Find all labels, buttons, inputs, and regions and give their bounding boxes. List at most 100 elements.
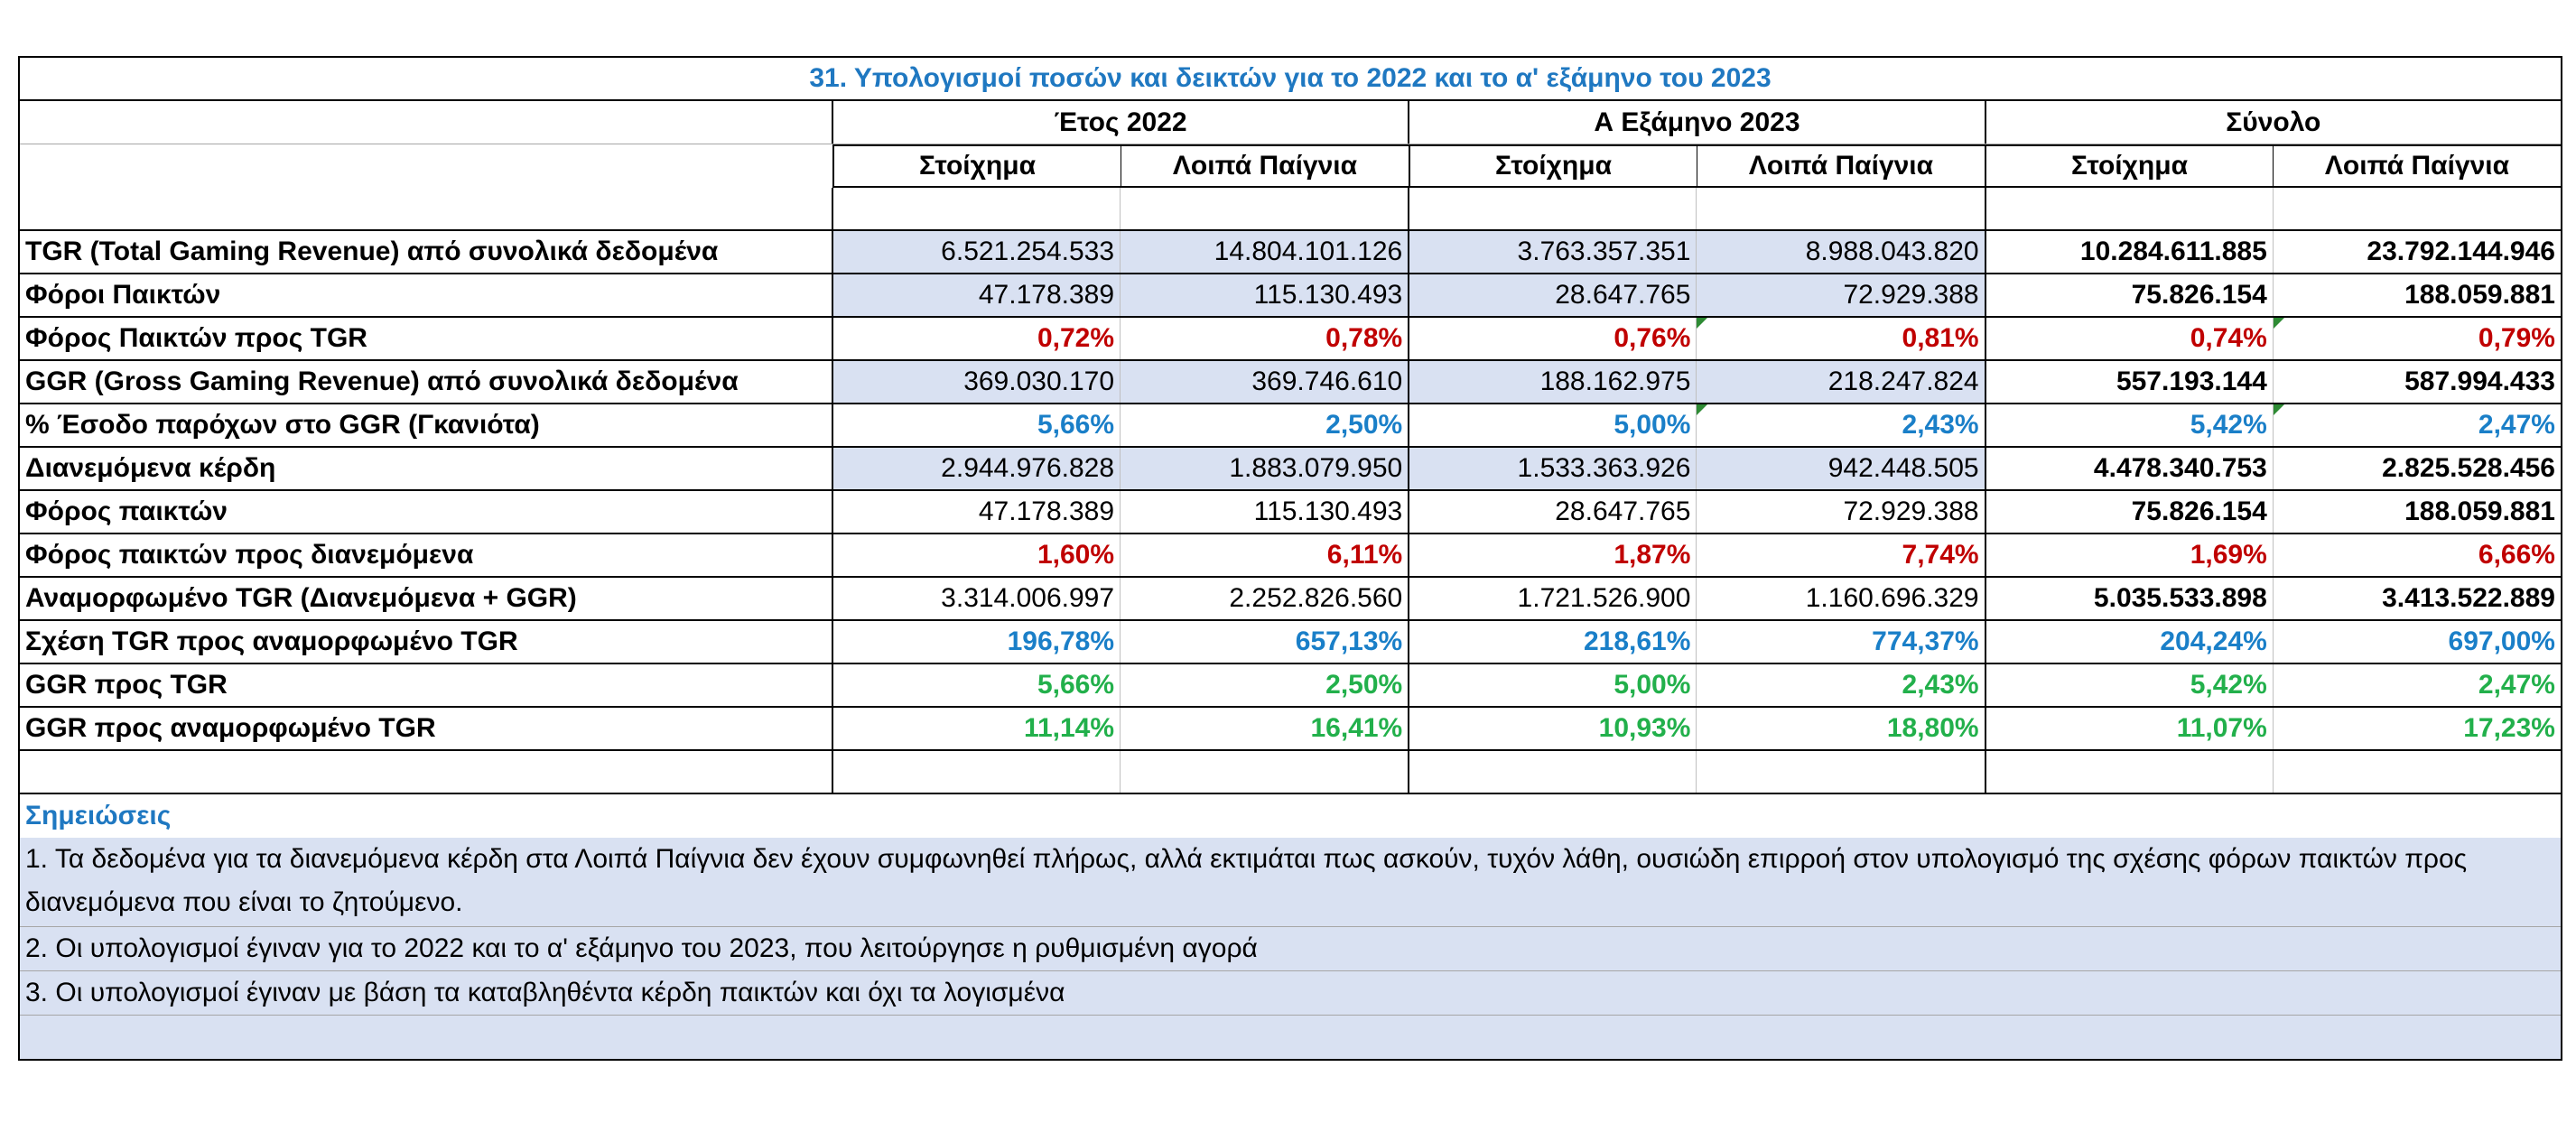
row-label[interactable]: % Έσοδο παρόχων στο GGR (Γκανιότα)	[25, 410, 540, 440]
value-cell[interactable]: 6,66%	[2272, 534, 2561, 576]
value-cell[interactable]: 697,00%	[2272, 621, 2561, 663]
value-cell[interactable]: 5.035.533.898	[1984, 578, 2273, 619]
value-cell[interactable]: 1.721.526.900	[1408, 578, 1696, 619]
note-1[interactable]: 1. Τα δεδομένα για τα διανεμόμενα κέρδη …	[25, 844, 2468, 917]
value-cell[interactable]: 18,80%	[1696, 708, 1984, 749]
value-cell[interactable]: 942.448.505	[1696, 448, 1985, 489]
value-cell[interactable]: 196,78%	[831, 621, 1120, 663]
spacer-cell[interactable]	[831, 188, 1120, 229]
spacer-cell[interactable]	[831, 751, 1120, 793]
value-cell[interactable]: 218.247.824	[1696, 361, 1985, 403]
value-cell[interactable]: 5,42%	[1984, 404, 2273, 446]
value-cell[interactable]: 204,24%	[1984, 621, 2273, 663]
value-cell[interactable]: 1.883.079.950	[1120, 448, 1409, 489]
value-cell[interactable]: 115.130.493	[1120, 491, 1408, 533]
value-cell[interactable]: 75.826.154	[1984, 274, 2273, 316]
value-cell[interactable]: 2,47%	[2272, 404, 2561, 446]
value-cell[interactable]: 5,66%	[831, 404, 1120, 446]
value-cell[interactable]: 16,41%	[1120, 708, 1408, 749]
subheader-bet[interactable]: Στοίχημα	[1409, 146, 1697, 186]
row-label[interactable]: GGR προς TGR	[25, 670, 228, 700]
value-cell[interactable]: 2,50%	[1120, 664, 1408, 706]
value-cell[interactable]: 188.059.881	[2272, 491, 2561, 533]
notes-title[interactable]: Σημειώσεις	[25, 801, 172, 830]
row-label[interactable]: Σχέση TGR προς αναμορφωμένο TGR	[25, 626, 518, 656]
value-cell[interactable]: 47.178.389	[831, 491, 1120, 533]
value-cell[interactable]: 0,76%	[1408, 318, 1696, 359]
value-cell[interactable]: 2,47%	[2272, 664, 2561, 706]
value-cell[interactable]: 8.988.043.820	[1696, 231, 1985, 273]
note-empty[interactable]	[20, 1016, 2561, 1059]
value-cell[interactable]: 4.478.340.753	[1984, 448, 2273, 489]
value-cell[interactable]: 0,79%	[2272, 318, 2561, 359]
value-cell[interactable]: 0,78%	[1120, 318, 1408, 359]
value-cell[interactable]: 188.162.975	[1408, 361, 1697, 403]
value-cell[interactable]: 587.994.433	[2272, 361, 2561, 403]
value-cell[interactable]: 47.178.389	[831, 274, 1121, 316]
value-cell[interactable]: 369.030.170	[831, 361, 1121, 403]
value-cell[interactable]: 28.647.765	[1408, 491, 1696, 533]
value-cell[interactable]: 557.193.144	[1984, 361, 2273, 403]
value-cell[interactable]: 10.284.611.885	[1984, 231, 2273, 273]
value-cell[interactable]: 2.252.826.560	[1120, 578, 1408, 619]
value-cell[interactable]: 3.314.006.997	[831, 578, 1120, 619]
spacer-cell[interactable]	[1984, 751, 2273, 793]
value-cell[interactable]: 1.160.696.329	[1696, 578, 1984, 619]
value-cell[interactable]: 3.413.522.889	[2272, 578, 2561, 619]
spacer-cell[interactable]	[1984, 188, 2273, 229]
value-cell[interactable]: 369.746.610	[1120, 361, 1409, 403]
value-cell[interactable]: 28.647.765	[1408, 274, 1697, 316]
value-cell[interactable]: 1.533.363.926	[1408, 448, 1697, 489]
value-cell[interactable]: 72.929.388	[1696, 274, 1985, 316]
value-cell[interactable]: 10,93%	[1408, 708, 1696, 749]
spacer-cell[interactable]	[20, 188, 832, 229]
value-cell[interactable]: 2,43%	[1696, 404, 1984, 446]
value-cell[interactable]: 23.792.144.946	[2272, 231, 2561, 273]
value-cell[interactable]: 5,00%	[1408, 664, 1696, 706]
value-cell[interactable]: 5,66%	[831, 664, 1120, 706]
group-header-total[interactable]: Σύνολο	[1984, 101, 2561, 144]
value-cell[interactable]: 1,69%	[1984, 534, 2273, 576]
value-cell[interactable]: 2,43%	[1696, 664, 1984, 706]
spacer-cell[interactable]	[1696, 188, 1984, 229]
value-cell[interactable]: 14.804.101.126	[1120, 231, 1409, 273]
spacer-cell[interactable]	[1696, 751, 1984, 793]
subheader-other[interactable]: Λοιπά Παίγνια	[1697, 146, 1985, 186]
subheader-bet[interactable]: Στοίχημα	[1985, 146, 2273, 186]
value-cell[interactable]: 0,72%	[831, 318, 1120, 359]
value-cell[interactable]: 6,11%	[1120, 534, 1408, 576]
value-cell[interactable]: 3.763.357.351	[1408, 231, 1697, 273]
value-cell[interactable]: 115.130.493	[1120, 274, 1409, 316]
row-label[interactable]: GGR (Gross Gaming Revenue) από συνολικά …	[25, 367, 739, 396]
spacer-cell[interactable]	[1120, 188, 1408, 229]
note-2[interactable]: 2. Οι υπολογισμοί έγιναν για το 2022 και…	[25, 933, 1258, 963]
value-cell[interactable]: 218,61%	[1408, 621, 1696, 663]
spacer-cell[interactable]	[2272, 188, 2561, 229]
value-cell[interactable]: 0,81%	[1696, 318, 1984, 359]
row-label[interactable]: Φόρος παικτών προς διανεμόμενα	[25, 540, 474, 570]
value-cell[interactable]: 5,00%	[1408, 404, 1696, 446]
subheader-other[interactable]: Λοιπά Παίγνια	[2273, 146, 2561, 186]
value-cell[interactable]: 774,37%	[1696, 621, 1984, 663]
row-label[interactable]: TGR (Total Gaming Revenue) από συνολικά …	[25, 237, 719, 266]
note-3[interactable]: 3. Οι υπολογισμοί έγιναν με βάση τα κατα…	[25, 978, 1065, 1007]
value-cell[interactable]: 1,60%	[831, 534, 1120, 576]
value-cell[interactable]: 1,87%	[1408, 534, 1696, 576]
value-cell[interactable]: 188.059.881	[2272, 274, 2561, 316]
group-header-2022[interactable]: Έτος 2022	[831, 101, 1408, 144]
row-label[interactable]: Φόροι Παικτών	[25, 280, 221, 310]
subheader-other[interactable]: Λοιπά Παίγνια	[1121, 146, 1409, 186]
spacer-cell[interactable]	[1120, 751, 1408, 793]
value-cell[interactable]: 0,74%	[1984, 318, 2273, 359]
spacer-cell[interactable]	[1408, 188, 1696, 229]
value-cell[interactable]: 6.521.254.533	[831, 231, 1121, 273]
row-label[interactable]: Φόρος Παικτών προς TGR	[25, 323, 367, 353]
row-label[interactable]: Διανεμόμενα κέρδη	[25, 453, 276, 483]
header-blank[interactable]	[20, 101, 832, 144]
value-cell[interactable]: 2,50%	[1120, 404, 1408, 446]
value-cell[interactable]: 5,42%	[1984, 664, 2273, 706]
row-label[interactable]: Αναμορφωμένο TGR (Διανεμόμενα + GGR)	[25, 583, 577, 613]
value-cell[interactable]: 75.826.154	[1984, 491, 2273, 533]
row-label[interactable]: GGR προς αναμορφωμένο TGR	[25, 713, 436, 743]
spacer-cell[interactable]	[1408, 751, 1696, 793]
